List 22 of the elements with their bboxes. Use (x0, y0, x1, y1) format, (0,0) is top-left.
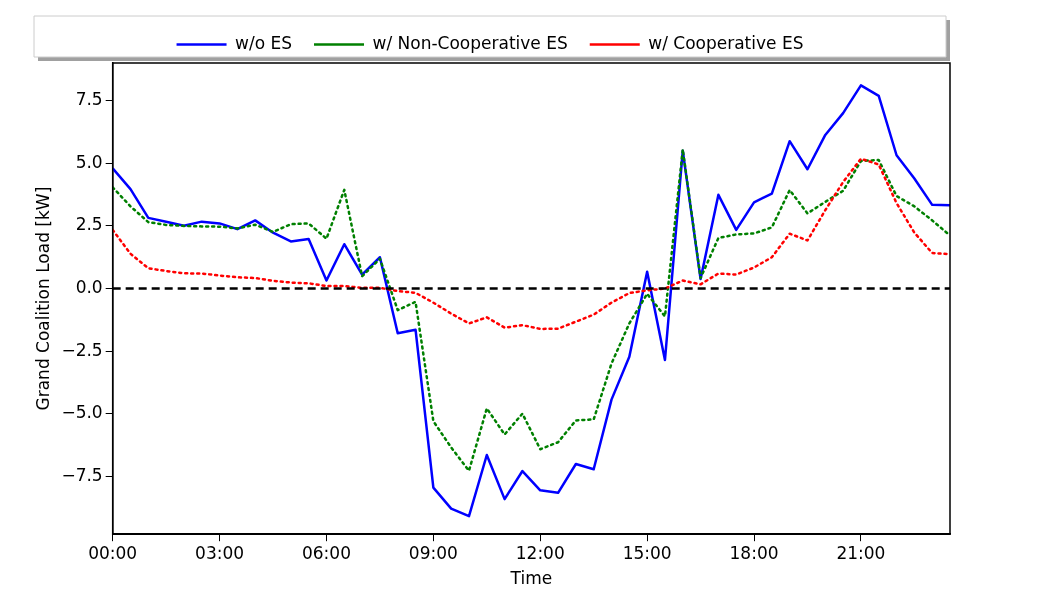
x-axis-title: Time (509, 568, 553, 589)
y-tick-label: −7.5 (61, 464, 103, 485)
y-tick-label: 7.5 (75, 89, 103, 110)
y-tick-label: 5.0 (75, 151, 103, 172)
x-tick-label: 00:00 (88, 542, 138, 563)
y-tick-label: 2.5 (75, 214, 103, 235)
x-tick-label: 12:00 (515, 542, 565, 563)
x-tick-label: 09:00 (408, 542, 458, 563)
x-tick-label: 03:00 (195, 542, 245, 563)
y-axis-title: Grand Coalition Load [kW] (32, 186, 53, 411)
y-tick-label: −5.0 (61, 402, 103, 423)
legend-label: w/o ES (235, 32, 293, 53)
line-series (112, 157, 950, 331)
x-tick-label: 21:00 (836, 542, 886, 563)
x-tick-label: 15:00 (622, 542, 672, 563)
y-tick-label: −2.5 (61, 339, 103, 360)
x-tick-label: 06:00 (301, 542, 351, 563)
x-tick-label: 18:00 (729, 542, 779, 563)
legend-label: w/ Non-Cooperative ES (372, 32, 568, 53)
line-series (112, 148, 950, 473)
legend-label: w/ Cooperative ES (648, 32, 804, 53)
y-tick-label: 0.0 (75, 277, 103, 297)
